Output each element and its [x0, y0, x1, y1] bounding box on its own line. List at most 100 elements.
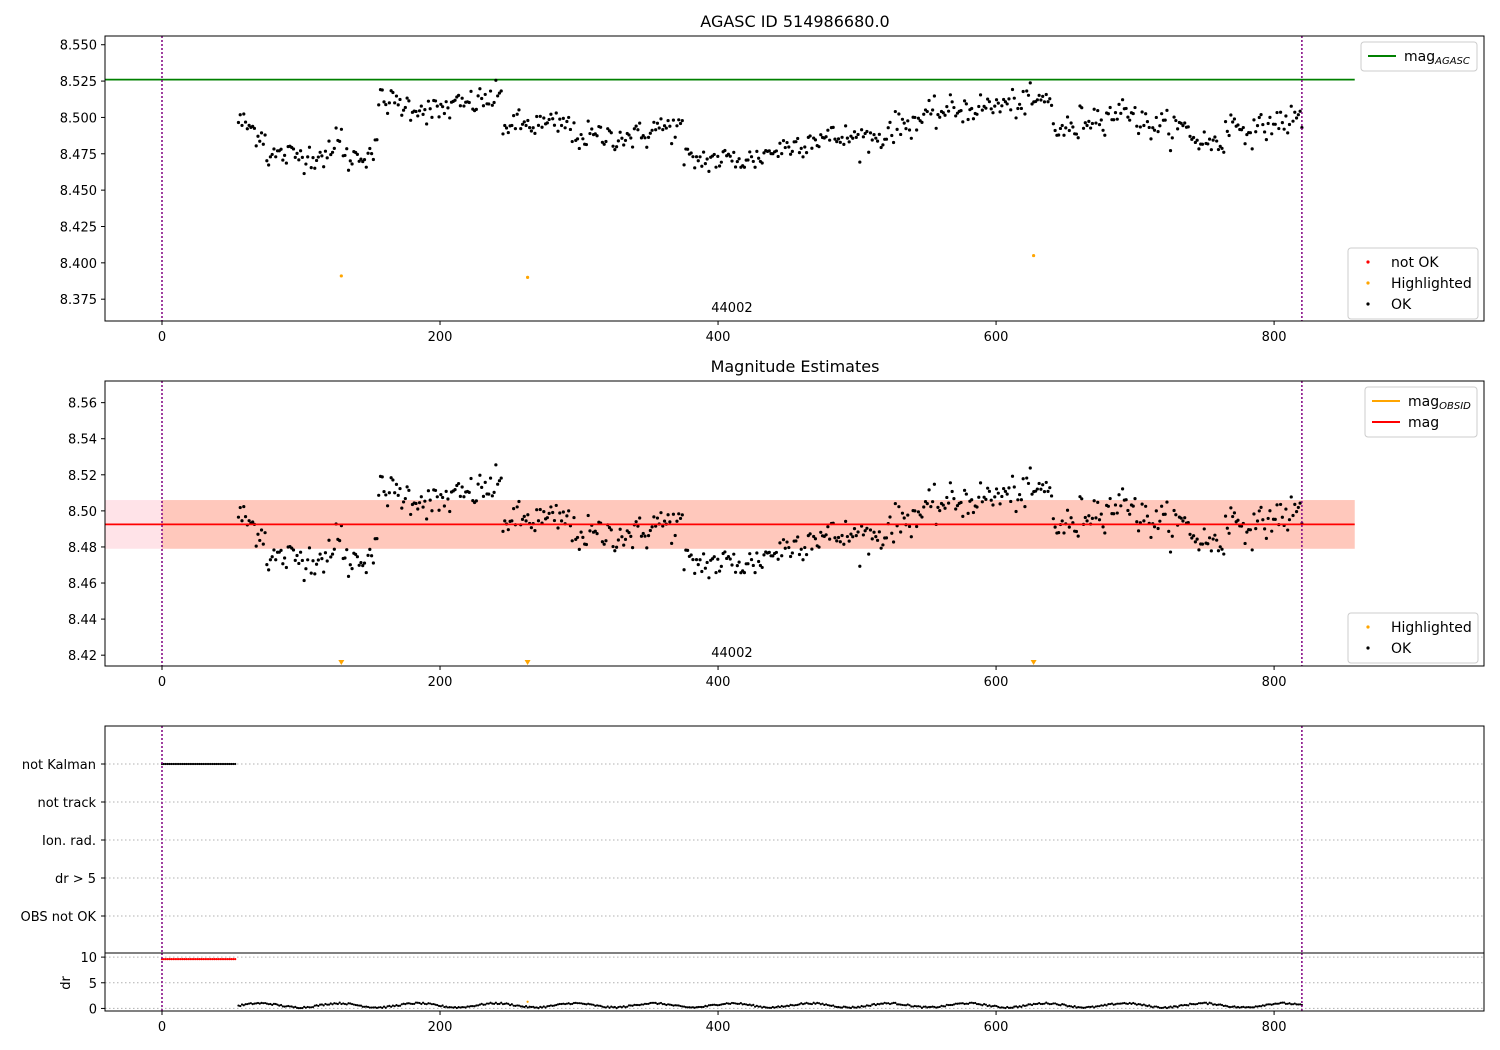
ok-dr-point — [249, 1002, 252, 1005]
x-tick-label: 800 — [1262, 330, 1287, 345]
ok-dr-point — [242, 1004, 245, 1007]
ok-dr-point — [1162, 1006, 1165, 1009]
ok-point — [1179, 121, 1183, 125]
ok-point — [716, 557, 720, 561]
ok-point — [1273, 517, 1277, 521]
ok-point — [419, 495, 423, 499]
y-tick-label: 10 — [80, 951, 97, 966]
ok-point — [845, 534, 850, 539]
ok-dr-point — [865, 1004, 869, 1007]
ok-dr-point — [867, 1004, 870, 1007]
not-ok-point — [170, 958, 173, 961]
ok-point — [398, 486, 402, 491]
not-kalman-point — [220, 762, 224, 766]
not-ok-point — [220, 958, 224, 961]
ok-point — [524, 519, 528, 523]
ok-point — [872, 530, 876, 534]
ok-point — [701, 150, 706, 154]
ok-dr-point — [1020, 1005, 1023, 1009]
ok-dr-point — [276, 1003, 279, 1006]
ok-dr-point — [768, 1006, 771, 1009]
not-ok-point — [187, 958, 190, 961]
ok-dr-point — [745, 1003, 748, 1006]
ok-point — [1135, 124, 1139, 128]
ok-dr-point — [686, 1006, 689, 1009]
ok-point — [403, 105, 407, 110]
ok-point — [469, 476, 473, 481]
y-tick-label: 8.425 — [60, 220, 97, 235]
not-kalman-point — [232, 762, 235, 766]
ok-point — [519, 127, 523, 131]
ok-point — [771, 554, 775, 558]
ok-point — [845, 136, 850, 140]
ok-point — [780, 554, 784, 558]
ok-dr-point — [1146, 1005, 1149, 1008]
ok-point — [723, 148, 727, 153]
ok-dr-point — [711, 1003, 714, 1006]
ok-dr-point — [972, 1002, 975, 1005]
ok-dr-point — [263, 1001, 267, 1005]
ok-point — [1018, 102, 1022, 106]
ok-point — [329, 152, 333, 157]
ok-point — [421, 505, 425, 509]
ok-dr-point — [968, 1001, 972, 1004]
ok-dr-point — [365, 1005, 368, 1008]
ok-point — [1133, 105, 1137, 110]
ok-dr-point — [1206, 1003, 1209, 1006]
ok-dr-point — [308, 1006, 311, 1009]
ok-dr-point — [633, 1003, 636, 1006]
ok-dr-point — [1236, 1005, 1240, 1009]
not-kalman-point — [190, 762, 194, 766]
ok-dr-point — [342, 1002, 345, 1005]
ok-point — [1286, 528, 1290, 532]
ok-point — [767, 149, 771, 153]
ok-point — [1231, 120, 1235, 124]
ok-dr-point — [1045, 1001, 1048, 1004]
ok-point — [1275, 503, 1279, 507]
ok-point — [941, 503, 945, 507]
not-ok-point — [204, 958, 207, 961]
ok-point — [265, 563, 269, 567]
ok-point — [918, 513, 922, 517]
not-kalman-point — [192, 762, 195, 766]
ok-point — [306, 155, 310, 159]
ok-dr-point — [659, 1001, 663, 1005]
ok-point — [499, 476, 503, 480]
ok-dr-point — [446, 1006, 450, 1009]
ok-point — [1167, 132, 1171, 136]
ok-point — [868, 528, 873, 532]
ok-point — [712, 555, 716, 559]
ok-point — [803, 145, 807, 149]
ok-point — [441, 495, 445, 500]
not-ok-point — [172, 958, 175, 961]
ok-point — [632, 127, 636, 131]
ok-dr-point — [251, 1003, 254, 1006]
ok-dr-point — [374, 1006, 377, 1009]
ok-dr-point — [872, 1002, 876, 1006]
ok-point — [787, 545, 791, 550]
ok-point — [572, 121, 576, 125]
ok-dr-point — [782, 1005, 785, 1008]
ok-dr-point — [1125, 1002, 1128, 1005]
ok-dr-point — [752, 1003, 755, 1006]
ok-point — [728, 557, 732, 561]
ok-dr-point — [1148, 1004, 1151, 1007]
ok-dr-point — [1199, 1002, 1202, 1005]
ok-dr-point — [402, 1002, 405, 1005]
ok-dr-point — [1135, 1003, 1138, 1006]
ok-point — [1270, 529, 1274, 533]
ok-dr-point — [860, 1004, 863, 1008]
ok-dr-point — [814, 1002, 817, 1005]
y-tick-label: 8.400 — [60, 257, 97, 272]
ok-point — [751, 159, 755, 164]
ok-dr-point — [1029, 1003, 1032, 1006]
ok-point — [313, 572, 317, 576]
ok-dr-point — [413, 1002, 416, 1006]
ok-dr-point — [1128, 1001, 1131, 1005]
ok-dr-point — [533, 1006, 537, 1009]
legend-lower-box — [1347, 247, 1479, 320]
ok-point — [1174, 118, 1178, 123]
ok-point — [875, 538, 880, 542]
ok-point — [458, 104, 462, 108]
ok-point — [579, 132, 583, 137]
